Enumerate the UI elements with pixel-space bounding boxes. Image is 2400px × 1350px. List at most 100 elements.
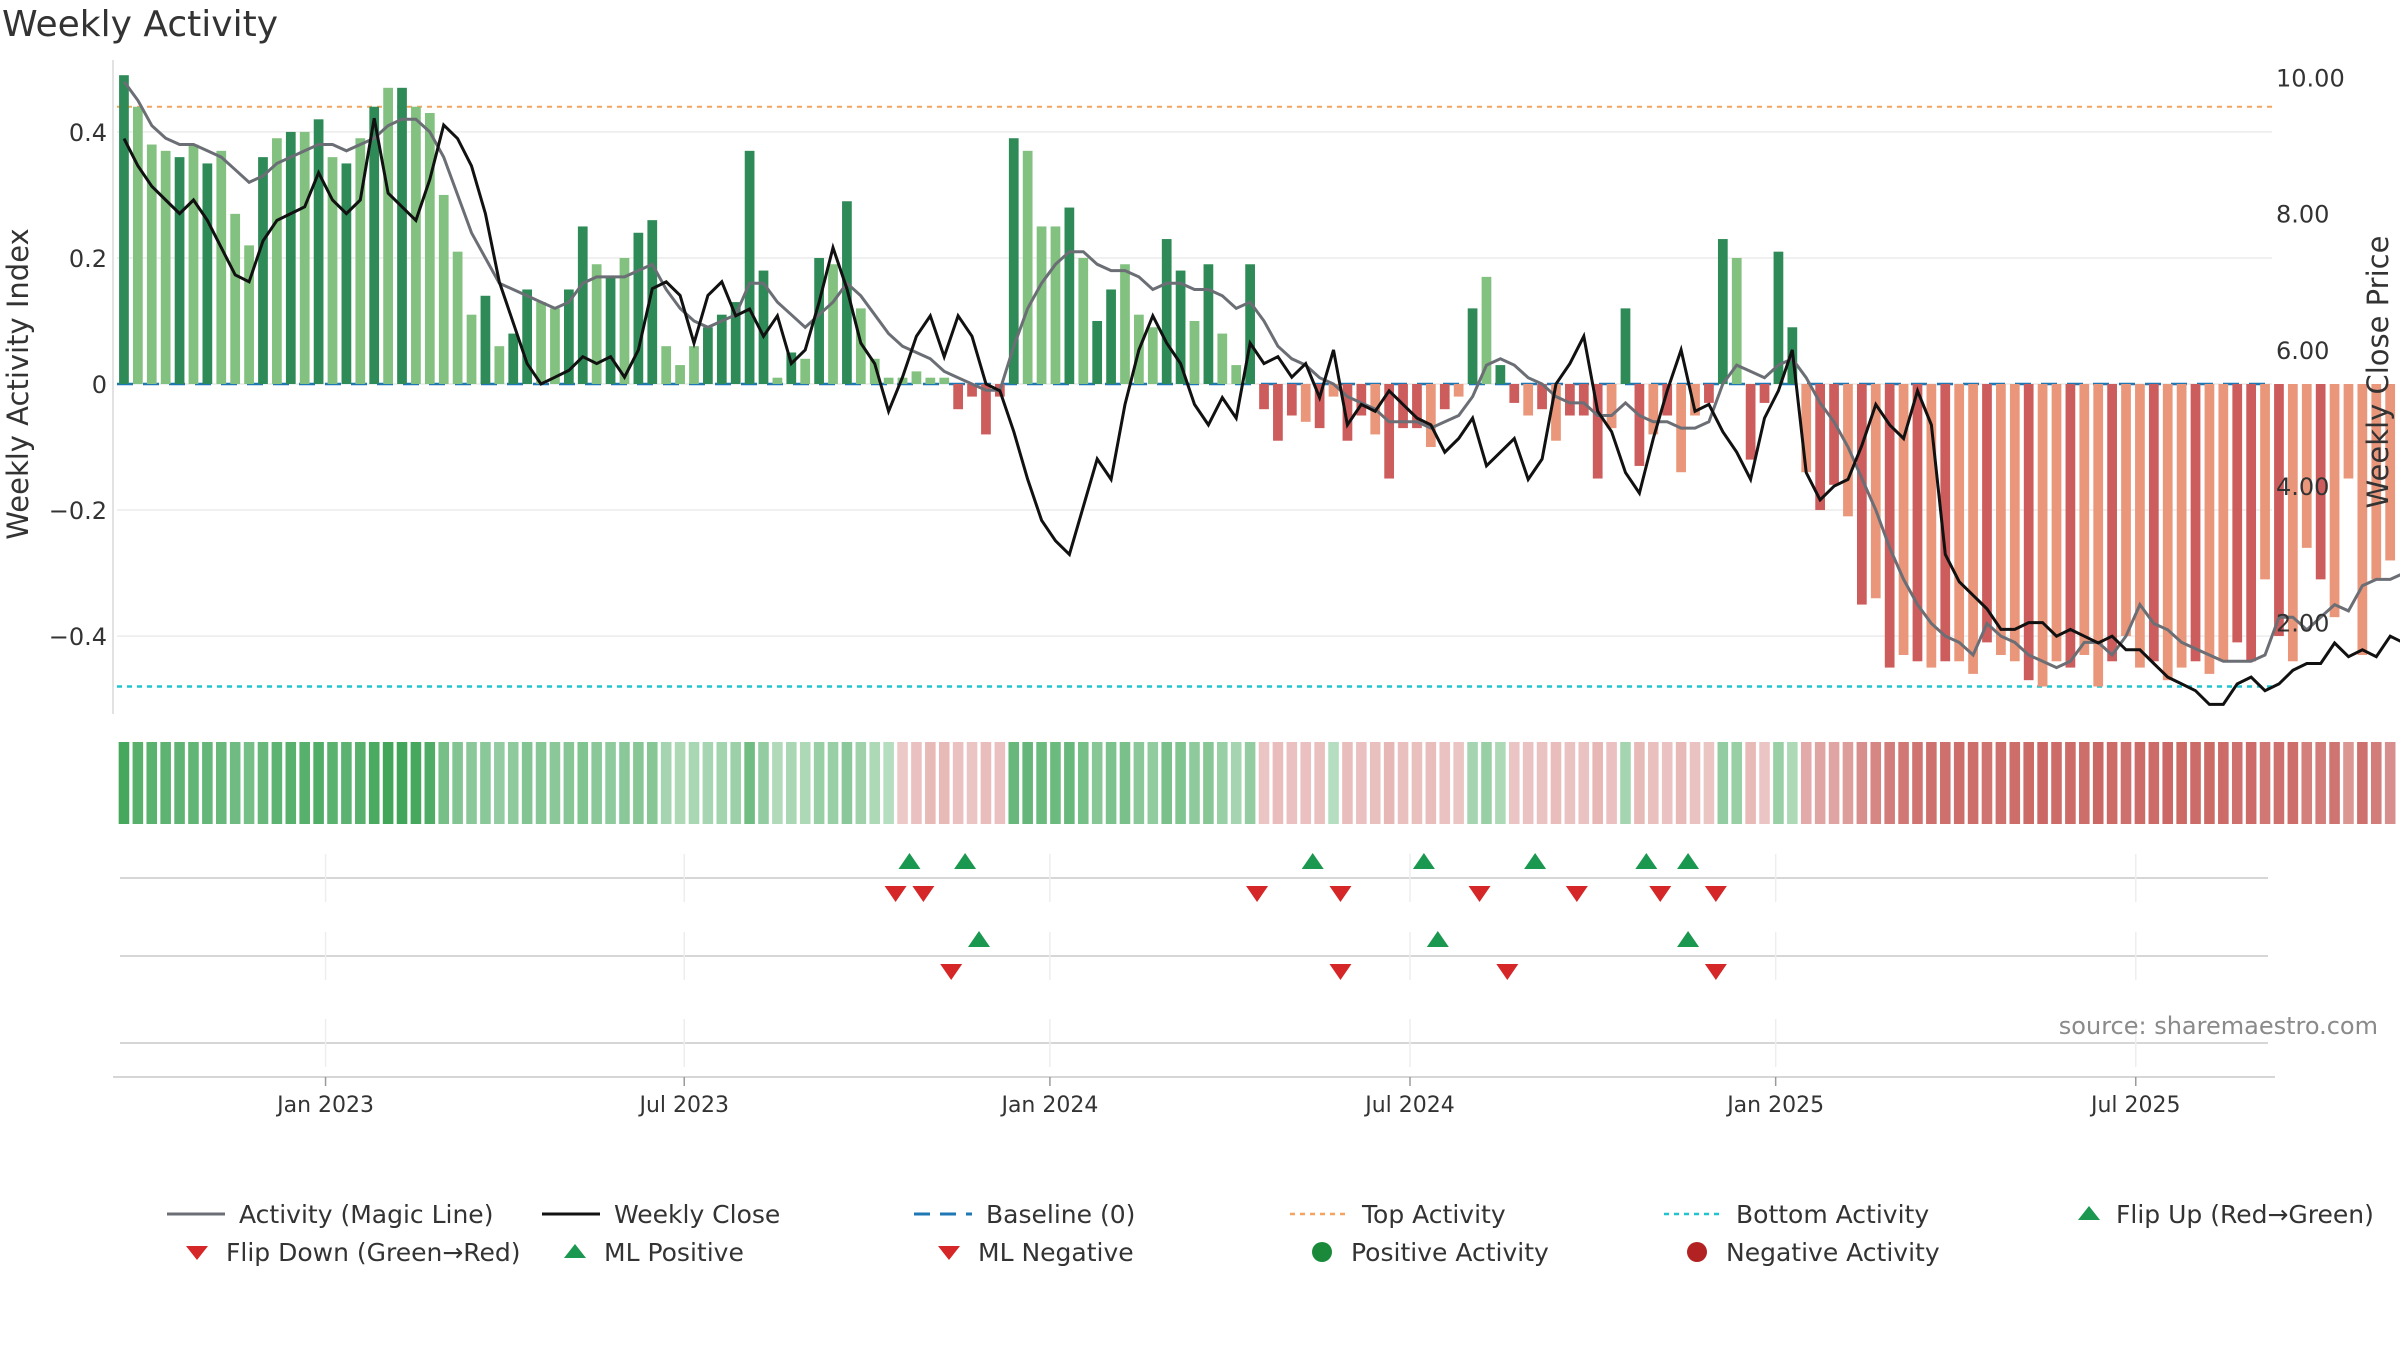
heat-cell bbox=[368, 742, 380, 824]
activity-bar bbox=[369, 106, 380, 384]
x-axis: Jan 2023 Jul 2023 Jan 2024 Jul 2024 Jan 2025… bbox=[113, 1076, 2275, 1118]
flip-markers bbox=[120, 853, 2268, 1067]
heat-cell bbox=[1272, 742, 1284, 824]
activity-bar bbox=[2315, 384, 2326, 580]
heat-cell bbox=[424, 742, 436, 824]
activity-bar bbox=[216, 150, 227, 384]
activity-bar bbox=[202, 163, 213, 384]
activity-bar bbox=[1551, 384, 1561, 441]
y-tick-label: 0.4 bbox=[69, 119, 107, 147]
activity-bar bbox=[1773, 251, 1784, 384]
heat-cell bbox=[480, 742, 491, 824]
heat-cell bbox=[1425, 742, 1437, 824]
heat-cell bbox=[1564, 742, 1576, 824]
legend-symbol bbox=[186, 1246, 208, 1260]
activity-bar bbox=[2329, 384, 2340, 618]
heat-cell bbox=[521, 742, 533, 824]
heat-cell bbox=[1661, 742, 1673, 824]
heat-cell bbox=[2176, 742, 2187, 824]
y-tick-label: −0.4 bbox=[49, 623, 107, 651]
heat-cell bbox=[772, 742, 783, 824]
heat-cell bbox=[2023, 742, 2034, 824]
heat-cell bbox=[202, 742, 213, 824]
activity-bar bbox=[1300, 384, 1311, 422]
activity-bar bbox=[2246, 384, 2257, 662]
activity-bar bbox=[119, 75, 129, 384]
activity-bar bbox=[272, 138, 282, 384]
flip-down-marker bbox=[1468, 886, 1491, 902]
activity-bar bbox=[1064, 207, 1075, 384]
heat-cell bbox=[702, 742, 714, 824]
legend-label: Bottom Activity bbox=[1736, 1199, 1930, 1229]
activity-bar bbox=[591, 264, 602, 384]
activity-bar bbox=[1259, 384, 1269, 410]
legend-item-top: Top Activity bbox=[1288, 1196, 1506, 1232]
activity-bar bbox=[2148, 384, 2159, 662]
activity-bar bbox=[911, 371, 922, 384]
y2-tick-label: 6.00 bbox=[2276, 337, 2329, 365]
legend-symbol bbox=[1664, 1212, 1722, 1216]
heat-cell bbox=[1717, 742, 1729, 824]
heat-cell bbox=[1244, 742, 1256, 824]
activity-bar bbox=[2065, 384, 2076, 668]
activity-bar bbox=[2260, 384, 2270, 580]
heat-cell bbox=[1022, 742, 1033, 824]
y2-tick-label: 4.00 bbox=[2276, 473, 2329, 501]
heat-cell bbox=[2009, 742, 2021, 824]
heat-cell bbox=[619, 742, 630, 824]
heat-cell bbox=[869, 742, 881, 824]
flip-down-marker bbox=[912, 886, 935, 902]
heat-cell bbox=[2301, 742, 2313, 824]
activity-bar bbox=[828, 264, 838, 384]
heat-cell bbox=[535, 742, 547, 824]
heat-cell bbox=[2037, 742, 2048, 824]
heat-cell bbox=[2329, 742, 2340, 824]
flip-down-marker bbox=[1704, 964, 1727, 980]
heat-cell bbox=[1995, 742, 2007, 824]
activity-bar bbox=[1704, 384, 1714, 403]
activity-bar bbox=[1731, 257, 1742, 384]
heat-cell bbox=[744, 742, 755, 824]
heat-cell bbox=[1064, 742, 1075, 824]
heat-cell bbox=[786, 742, 797, 824]
heat-cell bbox=[215, 742, 227, 824]
heat-cell bbox=[271, 742, 283, 824]
flip-up-marker bbox=[1677, 931, 1700, 947]
activity-bar bbox=[1120, 264, 1130, 384]
activity-bar bbox=[758, 270, 769, 384]
activity-bar bbox=[1217, 333, 1228, 384]
activity-bar bbox=[2093, 384, 2104, 687]
activity-bar bbox=[1898, 384, 1909, 655]
flip-down-marker bbox=[1329, 886, 1352, 902]
activity-bar bbox=[1203, 264, 1214, 384]
heat-cell bbox=[1606, 742, 1617, 824]
activity-bar bbox=[1870, 384, 1881, 599]
activity-bar bbox=[925, 377, 936, 384]
activity-bar bbox=[800, 358, 811, 384]
heat-cell bbox=[494, 742, 505, 824]
activity-bar bbox=[1884, 384, 1895, 668]
activity-bar bbox=[1717, 239, 1728, 384]
activity-bar bbox=[1968, 384, 1978, 674]
activity-bar bbox=[2190, 384, 2201, 662]
activity-bar bbox=[1523, 384, 1534, 416]
activity-bar bbox=[1912, 384, 1923, 662]
x-tick-label: Jul 2023 bbox=[637, 1093, 729, 1118]
heat-cell bbox=[1620, 742, 1631, 824]
heat-cell bbox=[2106, 742, 2118, 824]
activity-bar bbox=[1759, 384, 1770, 403]
heat-cell bbox=[299, 742, 310, 824]
heat-cell bbox=[452, 742, 463, 824]
heat-cell bbox=[382, 742, 394, 824]
heat-cell bbox=[591, 742, 602, 824]
activity-bar bbox=[466, 314, 477, 384]
flip-up-marker bbox=[1301, 853, 1324, 869]
activity-bar bbox=[1940, 384, 1951, 662]
activity-bar bbox=[1467, 308, 1478, 384]
heat-cell bbox=[1675, 742, 1687, 824]
activity-bar bbox=[438, 194, 449, 384]
flip-down-marker bbox=[940, 964, 963, 980]
heat-cell bbox=[646, 742, 658, 824]
activity-bar bbox=[744, 150, 755, 384]
activity-bar bbox=[730, 302, 741, 384]
